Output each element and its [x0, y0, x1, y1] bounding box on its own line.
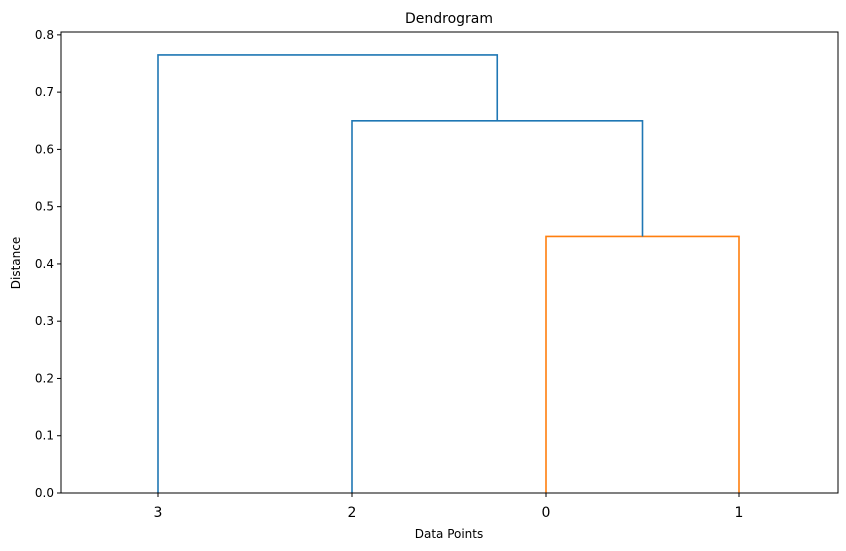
y-tick-label: 0.7: [35, 85, 54, 99]
leaf-label: 2: [348, 505, 357, 521]
x-axis: 3 2 0 1: [154, 493, 744, 521]
y-axis-label: Distance: [9, 237, 23, 289]
x-axis-label: Data Points: [415, 527, 484, 541]
dendrogram-link-0: [545, 235, 740, 493]
dendrogram-link-2: [157, 54, 499, 493]
plot-frame: [60, 31, 839, 494]
y-tick-label: 0.3: [35, 314, 54, 328]
y-tick-label: 0.2: [35, 371, 54, 385]
y-axis: 0.0 0.1 0.2 0.3 0.4 0.5 0.6 0.7 0.8: [35, 28, 61, 500]
leaf-label: 1: [735, 505, 744, 521]
leaf-label: 3: [154, 505, 163, 521]
y-tick-label: 0.5: [35, 200, 54, 214]
y-tick-label: 0.1: [35, 429, 54, 443]
y-tick-label: 0.6: [35, 142, 54, 156]
dendrogram-link-1: [351, 119, 644, 493]
leaf-label: 0: [542, 505, 551, 521]
y-tick-label: 0.4: [35, 257, 54, 271]
chart-title: Dendrogram: [405, 11, 493, 27]
y-tick-label: 0.0: [35, 486, 54, 500]
y-tick-label: 0.8: [35, 28, 54, 42]
dendrogram-links: [157, 54, 740, 493]
